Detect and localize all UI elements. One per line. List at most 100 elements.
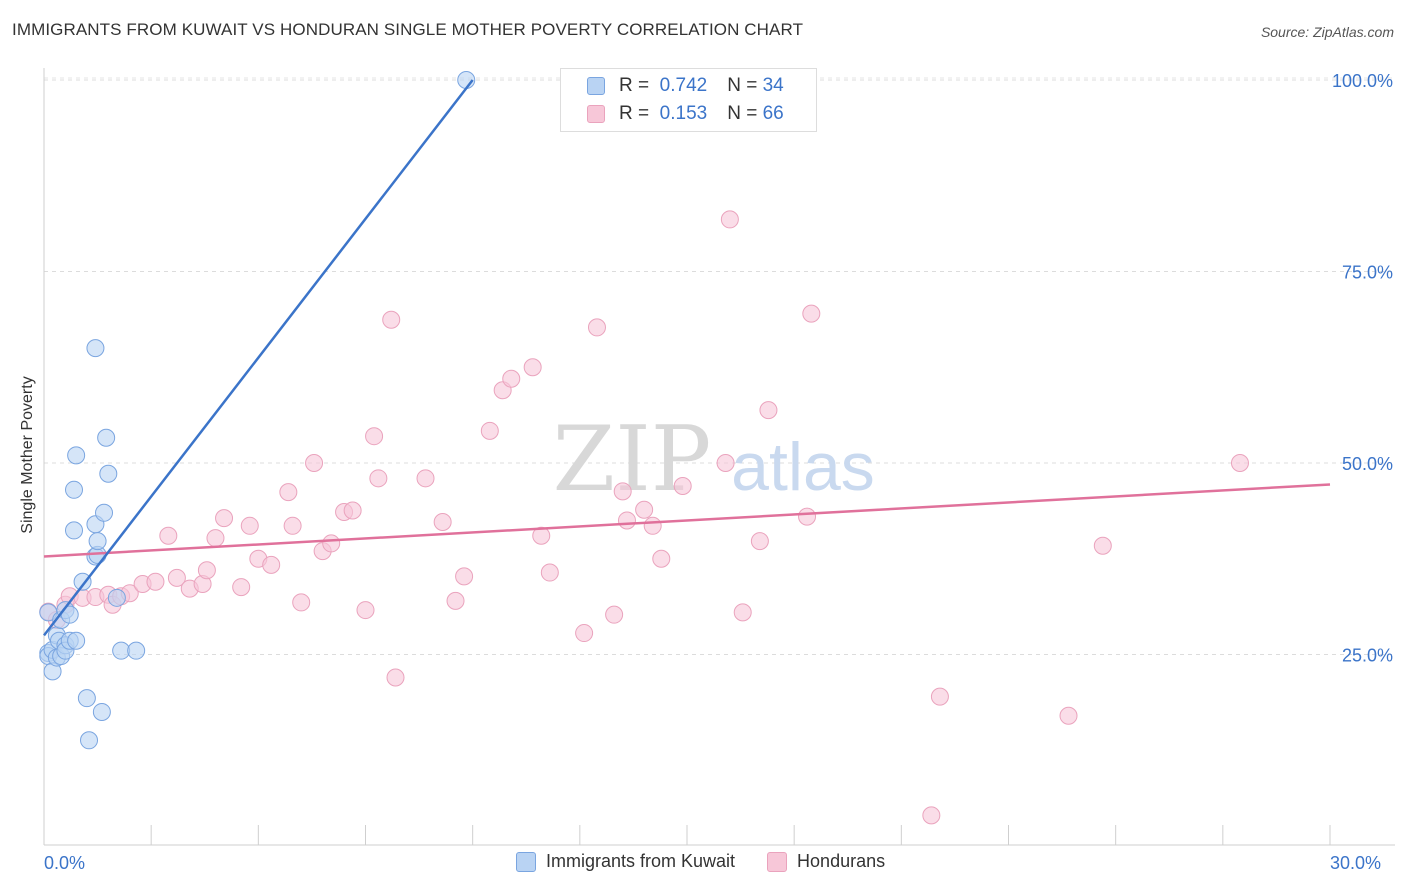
hondurans-point [673, 476, 692, 495]
n-label: N = [727, 75, 758, 96]
y-axis-label: Single Mother Poverty [19, 376, 36, 534]
kuwait-point [97, 428, 116, 447]
hondurans-point [206, 529, 225, 548]
hondurans-point [635, 500, 654, 519]
hondurans-point [605, 605, 624, 624]
y-tick-labels: 25.0% 50.0% 75.0% 100.0% [1332, 71, 1393, 666]
hondurans-point [750, 532, 769, 551]
hondurans-point [446, 591, 465, 610]
legend-label-hondurans: Hondurans [797, 851, 886, 871]
hondurans-point [720, 210, 739, 229]
kuwait-point [92, 702, 111, 721]
hondurans-point [617, 511, 636, 530]
x-tick-max: 30.0% [1330, 853, 1382, 873]
hondurans-point [540, 563, 559, 582]
watermark: ZIP atlas [553, 407, 875, 512]
hondurans-point [305, 454, 324, 472]
hondurans-point [232, 578, 251, 597]
hondurans-point [1059, 706, 1078, 725]
kuwait-point [95, 503, 114, 522]
hondurans-point [433, 512, 452, 531]
series-legend: Immigrants from Kuwait Hondurans [516, 851, 917, 872]
hondurans-point [502, 369, 521, 388]
kuwait-point [88, 532, 107, 551]
kuwait-point [65, 480, 84, 499]
hondurans-point [279, 483, 298, 502]
kuwait-point [107, 588, 126, 607]
hondurans-point [1230, 454, 1249, 472]
hondurans-point [802, 304, 821, 323]
y-tick-label: 100.0% [1332, 71, 1393, 91]
hondurans-trend-line [43, 483, 1331, 558]
hondurans-point [922, 806, 941, 825]
hondurans-point [652, 549, 671, 568]
hondurans-legend-swatch [767, 851, 788, 872]
x-tick-min: 0.0% [44, 853, 86, 873]
hondurans-point [759, 401, 778, 420]
legend-row-kuwait: R = 0.742 N = 34 [587, 75, 784, 97]
kuwait-point [67, 446, 86, 465]
r-value: 0.742 [659, 75, 708, 96]
trend-lines [43, 79, 1331, 637]
r-label: R = [619, 75, 650, 96]
kuwait-points [39, 71, 476, 750]
hondurans-point [322, 534, 341, 553]
watermark-zip: ZIP [553, 407, 712, 512]
y-tick-label: 25.0% [1342, 646, 1393, 666]
watermark-atlas: atlas [731, 429, 875, 505]
hondurans-point [575, 624, 594, 643]
kuwait-point [112, 641, 131, 660]
hondurans-point [369, 469, 388, 488]
kuwait-swatch [587, 77, 605, 95]
hondurans-point [416, 469, 435, 488]
hondurans-point [215, 509, 234, 528]
n-value: 66 [762, 103, 784, 124]
hondurans-point [262, 555, 281, 574]
hondurans-point [587, 318, 606, 337]
hondurans-point [146, 572, 165, 591]
n-label: N = [727, 103, 758, 124]
hondurans-point [386, 668, 405, 687]
hondurans-point [240, 516, 259, 535]
hondurans-point [1093, 536, 1112, 555]
axes [43, 68, 1395, 846]
kuwait-point [67, 631, 86, 650]
kuwait-point [86, 339, 105, 358]
hondurans-point [480, 421, 499, 440]
chart-title: IMMIGRANTS FROM KUWAIT VS HONDURAN SINGL… [12, 20, 804, 39]
hondurans-point [356, 601, 375, 620]
hondurans-point [167, 568, 186, 587]
correlation-legend: R = 0.742 N = 34 R = 0.153 N = 66 [560, 68, 817, 132]
legend-row-hondurans: R = 0.153 N = 66 [587, 103, 784, 125]
legend-item-hondurans[interactable]: Hondurans [767, 851, 885, 872]
grid [44, 77, 1395, 655]
hondurans-point [455, 567, 474, 586]
kuwait-point [80, 731, 99, 750]
hondurans-point [365, 427, 384, 446]
legend-item-kuwait[interactable]: Immigrants from Kuwait [516, 851, 735, 872]
hondurans-point [343, 501, 362, 520]
hondurans-point [733, 603, 752, 622]
y-tick-label: 50.0% [1342, 454, 1393, 474]
r-label: R = [619, 103, 650, 124]
y-tick-label: 75.0% [1342, 263, 1393, 283]
kuwait-trend-line [43, 79, 474, 637]
hondurans-point [197, 561, 216, 580]
kuwait-point [73, 572, 92, 591]
hondurans-point [613, 482, 632, 501]
kuwait-point [99, 464, 118, 483]
hondurans-point [798, 507, 817, 526]
legend-label-kuwait: Immigrants from Kuwait [546, 851, 736, 871]
hondurans-points [39, 210, 1249, 825]
r-value: 0.153 [659, 103, 708, 124]
kuwait-legend-swatch [516, 851, 536, 872]
hondurans-point [283, 516, 302, 535]
hondurans-point [159, 526, 178, 545]
hondurans-point [382, 310, 401, 329]
source-label: Source: ZipAtlas.com [1260, 24, 1394, 40]
hondurans-point [930, 687, 949, 706]
hondurans-point [523, 358, 542, 377]
kuwait-point [65, 521, 84, 540]
hondurans-point [643, 516, 662, 535]
